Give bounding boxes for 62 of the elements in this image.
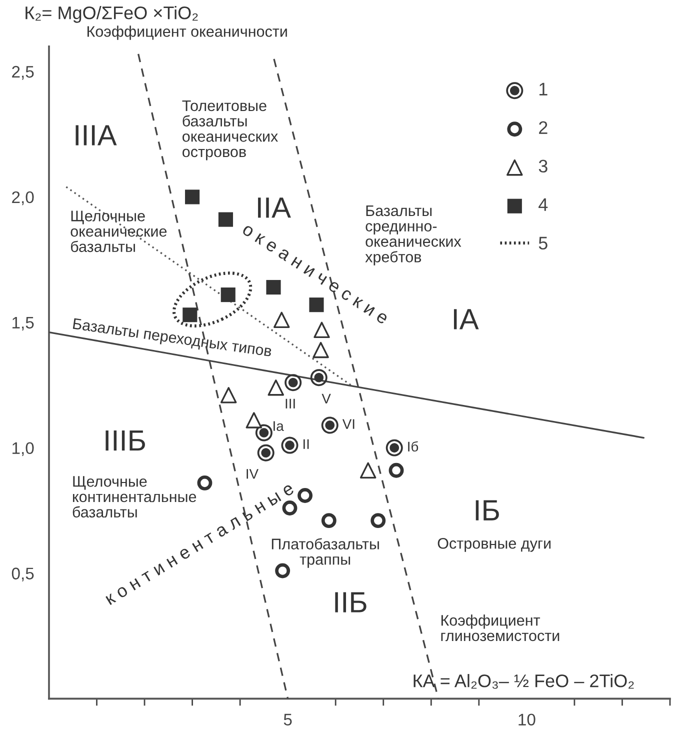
point [281,436,298,454]
point [257,444,274,462]
point [370,513,386,528]
annotation: IIIБ [106,430,145,451]
legend-label: 1 [540,82,548,96]
annotation: IIБ [335,592,366,612]
annotation: Щелочные континентальные базальты [72,476,196,518]
x-tick-label: 10 [518,714,536,726]
data-label: Iб [408,441,418,452]
y-tick-label: 1,0 [12,442,34,456]
point [360,462,376,479]
annotation: Базальты срединно- океанических хребтов [365,205,462,266]
legend-label: 4 [538,198,548,211]
data-label: II [304,439,309,449]
point [386,439,403,456]
data-label: V [322,394,331,404]
x-axis-title: КА = Al₂O₃– ½ FeO – 2TiO₂ [414,674,634,689]
point [182,308,198,322]
legend-label: 2 [539,121,548,134]
point [220,387,237,404]
point [266,280,281,295]
data-label: Ia [274,421,284,431]
annotation: Базальты переходных типов [72,318,272,360]
point [246,412,262,428]
point [220,288,236,302]
point [274,312,290,328]
point [309,298,324,312]
data-label: VI [342,419,354,429]
legend-label: 5 [538,236,548,250]
annotation: Островные дуги [438,538,551,552]
point [284,374,302,392]
point [268,379,284,396]
annotation: IA [454,309,479,330]
annotation: Щелочные океанические базальты [70,210,167,252]
point [282,500,298,516]
annotation: IIIA [76,125,117,146]
text: Коэффициент океаничности [88,26,287,40]
point [275,563,290,578]
y-tick-label: 1,5 [12,316,34,331]
point [310,369,328,386]
point [388,462,404,478]
point [314,322,330,338]
y-tick-label: 2,0 [12,191,34,206]
point [218,212,234,227]
annotation: IБ [476,500,499,520]
annotation: IIA [258,198,291,218]
annotation: Платобазальты траппы [272,538,379,568]
legend-label: 3 [538,160,548,173]
data-label: III [286,398,295,408]
y-tick-label: 2,5 [12,66,34,80]
point [255,424,272,442]
y-axis-title: К₂= MgO/ΣFeO ×TiO₂ [26,6,198,23]
y-tick-label: 0,5 [12,568,34,582]
point [197,475,212,490]
data-label: IV [246,469,258,479]
point [312,342,329,358]
annotation: Толеитовые базальты океанических островов [182,100,278,160]
point [321,416,338,434]
point [298,488,313,503]
annotation: Коэффициент глиноземистости [441,614,560,642]
point [321,513,336,528]
point [185,190,200,204]
